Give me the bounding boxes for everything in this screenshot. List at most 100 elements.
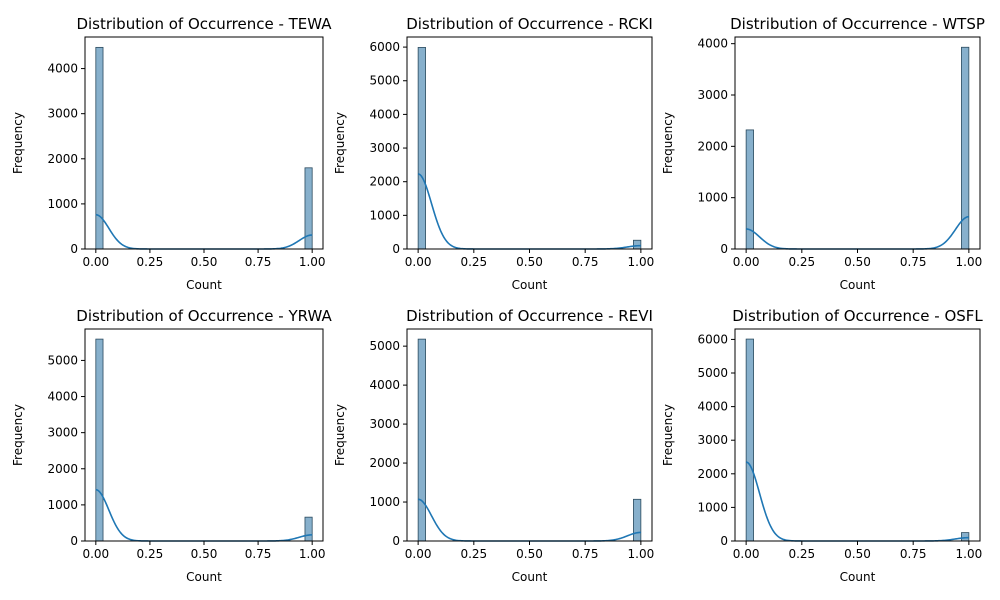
x-tick-label: 0.00 bbox=[405, 255, 432, 269]
x-tick-label: 1.00 bbox=[628, 255, 655, 269]
histogram-panel: 0.00 0.25 0.50 0.75 1.0001000200030004000Dis… bbox=[661, 15, 985, 292]
y-tick-label: 0 bbox=[70, 534, 78, 548]
y-tick-label: 2000 bbox=[697, 139, 728, 153]
x-tick-label: 0.50 bbox=[844, 255, 871, 269]
x-tick-label: 0.25 bbox=[460, 255, 487, 269]
y-tick-label: 1000 bbox=[369, 208, 400, 222]
x-tick-label: 1.00 bbox=[956, 255, 983, 269]
x-axis-label: Count bbox=[512, 570, 548, 584]
chart-title: Distribution of Occurrence - YRWA bbox=[76, 307, 332, 325]
x-tick-label: 1.00 bbox=[628, 547, 655, 561]
y-axis-label: Frequency bbox=[661, 404, 675, 466]
axes-frame bbox=[734, 328, 981, 542]
histogram-panel: 0.00 0.25 0.50 0.75 1.00 0 1000 2000 3000 4000 500… bbox=[333, 307, 654, 584]
y-axis-label: Frequency bbox=[11, 112, 25, 174]
y-tick-label: 5000 bbox=[369, 74, 400, 88]
kde-curve bbox=[95, 488, 313, 542]
y-tick-label: 5000 bbox=[47, 353, 78, 367]
y-tick-label: 3000 bbox=[47, 107, 78, 121]
histogram-bar bbox=[961, 532, 970, 542]
x-tick-label: 0.00 bbox=[82, 547, 109, 561]
axes-frame bbox=[406, 36, 653, 250]
y-tick-label: 4000 bbox=[47, 62, 78, 76]
y-tick-label: 0 bbox=[720, 242, 728, 256]
histogram-panel: 0.00 0.25 0.50 0.75 1.0001000200030004000Dis… bbox=[11, 15, 332, 292]
x-axis-label: Count bbox=[512, 278, 548, 292]
y-tick-label: 5000 bbox=[697, 366, 728, 380]
chart-title: Distribution of Occurrence - RCKI bbox=[406, 15, 653, 33]
x-tick-label: 0.75 bbox=[900, 255, 927, 269]
x-tick-label: 0.00 bbox=[733, 547, 760, 561]
y-tick-label: 2000 bbox=[369, 175, 400, 189]
x-tick-label: 1.00 bbox=[299, 547, 326, 561]
x-tick-label: 0.25 bbox=[137, 255, 164, 269]
axes-frame bbox=[406, 328, 653, 542]
y-tick-label: 1000 bbox=[697, 191, 728, 205]
histogram-bar bbox=[633, 239, 642, 250]
x-axis-label: Count bbox=[186, 278, 222, 292]
kde-curve bbox=[745, 461, 969, 542]
y-tick-label: 3000 bbox=[697, 433, 728, 447]
x-tick-label: 0.50 bbox=[516, 547, 543, 561]
y-tick-label: 4000 bbox=[369, 378, 400, 392]
y-axis-label: Frequency bbox=[11, 404, 25, 466]
chart-title: Distribution of Occurrence - REVI bbox=[406, 307, 653, 325]
x-tick-label: 0.75 bbox=[245, 255, 272, 269]
x-tick-label: 0.50 bbox=[191, 547, 218, 561]
y-tick-label: 2000 bbox=[697, 467, 728, 481]
histogram-bar bbox=[417, 338, 426, 542]
chart-title: Distribution of Occurrence - OSFL bbox=[732, 307, 983, 325]
x-tick-label: 0.75 bbox=[572, 255, 599, 269]
x-tick-label: 0.00 bbox=[405, 547, 432, 561]
x-tick-label: 0.75 bbox=[900, 547, 927, 561]
x-tick-label: 0.25 bbox=[788, 547, 815, 561]
y-tick-label: 0 bbox=[392, 534, 400, 548]
y-tick-label: 4000 bbox=[697, 37, 728, 51]
y-tick-label: 1000 bbox=[47, 498, 78, 512]
kde-curve bbox=[417, 173, 641, 250]
y-tick-label: 3000 bbox=[369, 417, 400, 431]
y-tick-label: 1000 bbox=[369, 495, 400, 509]
histogram-bar bbox=[95, 338, 104, 542]
y-tick-label: 1000 bbox=[697, 500, 728, 514]
histogram-bar bbox=[417, 47, 426, 250]
kde-curve bbox=[95, 213, 313, 250]
kde-curve bbox=[418, 498, 641, 542]
y-tick-label: 4000 bbox=[47, 390, 78, 404]
histogram-bar bbox=[633, 498, 642, 542]
x-tick-label: 1.00 bbox=[299, 255, 326, 269]
x-tick-label: 0.50 bbox=[191, 255, 218, 269]
histogram-bar bbox=[745, 338, 754, 542]
kde-curve bbox=[746, 215, 969, 250]
chart-title: Distribution of Occurrence - TEWA bbox=[76, 15, 332, 33]
y-tick-label: 3000 bbox=[697, 88, 728, 102]
histogram-bar bbox=[304, 516, 313, 542]
x-tick-label: 0.25 bbox=[137, 547, 164, 561]
axes-frame bbox=[734, 36, 981, 250]
y-tick-label: 4000 bbox=[369, 107, 400, 121]
chart-title: Distribution of Occurrence - WTSP bbox=[730, 15, 985, 33]
y-tick-label: 0 bbox=[392, 242, 400, 256]
y-tick-label: 4000 bbox=[697, 400, 728, 414]
x-tick-label: 0.50 bbox=[516, 255, 543, 269]
y-tick-label: 2000 bbox=[47, 152, 78, 166]
y-tick-label: 2000 bbox=[47, 462, 78, 476]
axes-frame bbox=[84, 328, 324, 542]
x-tick-label: 0.50 bbox=[844, 547, 871, 561]
x-tick-label: 0.00 bbox=[733, 255, 760, 269]
y-axis-label: Frequency bbox=[333, 112, 347, 174]
x-tick-label: 0.75 bbox=[572, 547, 599, 561]
y-tick-label: 2000 bbox=[369, 456, 400, 470]
y-tick-label: 0 bbox=[720, 534, 728, 548]
axes-frame bbox=[84, 36, 324, 250]
y-tick-label: 1000 bbox=[47, 197, 78, 211]
histogram-panel: 0.00 0.25 0.50 0.75 1.00 0 1000 2000 3000 4000 500… bbox=[661, 307, 983, 584]
histogram-panel: 0.00 0.25 0.50 0.75 1.00 0 1000 2000 3000 4000 500… bbox=[333, 15, 654, 292]
x-tick-label: 1.00 bbox=[956, 547, 983, 561]
x-axis-label: Count bbox=[840, 570, 876, 584]
y-tick-label: 0 bbox=[70, 242, 78, 256]
x-tick-label: 0.25 bbox=[460, 547, 487, 561]
x-axis-label: Count bbox=[840, 278, 876, 292]
y-tick-label: 6000 bbox=[369, 40, 400, 54]
